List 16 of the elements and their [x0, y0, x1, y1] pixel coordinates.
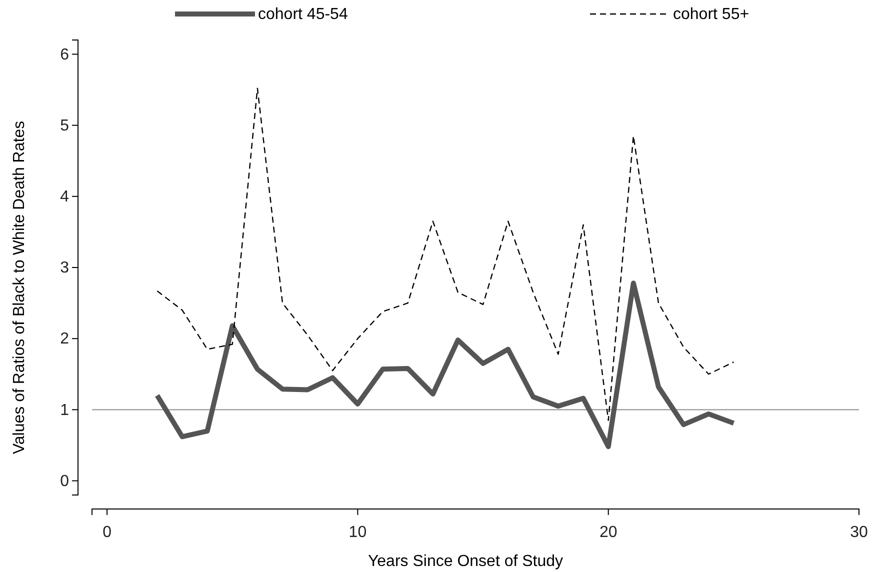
y-tick-label: 5 [60, 117, 70, 134]
y-tick-label: 4 [60, 188, 70, 206]
y-tick-label: 6 [60, 46, 70, 64]
line-series [156, 88, 734, 421]
x-axis-title: Years Since Onset of Study [368, 553, 564, 570]
y-tick-label: 3 [60, 260, 70, 277]
legend-label: cohort 55+ [673, 6, 750, 23]
y-tick-label: 2 [60, 330, 70, 348]
x-tick-label: 0 [102, 524, 112, 542]
legend-label: cohort 45-54 [258, 6, 348, 23]
x-tick-label: 30 [850, 524, 868, 542]
y-tick-label: 1 [60, 402, 70, 419]
y-tick-label: 0 [60, 472, 70, 490]
x-tick-label: 10 [348, 524, 367, 542]
y-axis-title: Values of Ratios of Black to White Death Rates [11, 120, 28, 454]
x-tick-label: 20 [599, 524, 618, 542]
